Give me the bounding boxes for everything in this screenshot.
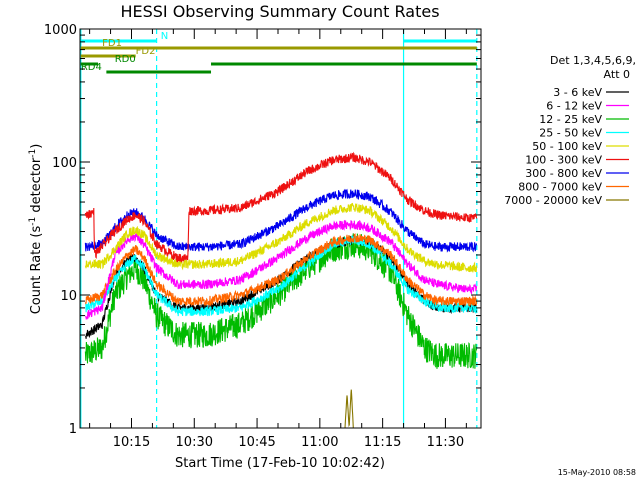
series-group — [84, 151, 478, 428]
legend-header-1: Det 1,3,4,5,6,9, — [550, 54, 636, 67]
y-axis-title-sup2: -1 — [28, 149, 38, 158]
state-bar-label-n: N — [161, 31, 168, 42]
footer-timestamp: 15-May-2010 08:58 — [558, 468, 636, 477]
y-tick-label: 100 — [52, 156, 77, 171]
series-line-7 — [84, 232, 478, 308]
series-line-5 — [84, 151, 478, 263]
series-line-6 — [84, 188, 478, 253]
state-bar-label-rd0: RD0 — [115, 54, 136, 65]
state-bar-label-fd2: FD2 — [136, 46, 156, 57]
legend-label-3: 25 - 50 keV — [539, 127, 602, 140]
axes: 1 10 100 1000 10:15 10:30 10:45 11:00 11:15 11:30 — [44, 23, 482, 450]
series-line-8 — [85, 389, 477, 428]
legend-label-0: 3 - 6 keV — [553, 86, 602, 99]
series-line-4 — [84, 202, 478, 273]
state-bar-label-fd1: FD1 — [102, 38, 122, 49]
legend-header-2: Att 0 — [604, 68, 630, 81]
chart-title: HESSI Observing Summary Count Rates — [120, 2, 439, 21]
y-axis-title-end: ) — [29, 144, 44, 149]
legend-label-1: 6 - 12 keV — [546, 100, 602, 113]
legend-label-8: 7000 - 20000 keV — [504, 194, 602, 207]
x-tick-label: 11:00 — [301, 435, 338, 450]
series-line-2 — [84, 233, 478, 369]
y-axis-title-main: Count Rate (s — [29, 226, 44, 315]
y-axis-title-mid: detector — [29, 157, 44, 217]
legend-label-7: 800 - 7000 keV — [518, 181, 602, 194]
y-tick-label: 1000 — [44, 23, 77, 38]
y-axis-title: Count Rate (s-1 detector-1) — [28, 144, 44, 315]
legend-label-4: 50 - 100 keV — [532, 140, 602, 153]
x-tick-label: 10:45 — [238, 435, 275, 450]
legend-label-5: 100 - 300 keV — [525, 154, 602, 167]
x-tick-label: 10:30 — [176, 435, 213, 450]
legend-label-2: 12 - 25 keV — [539, 113, 602, 126]
x-tick-label: 10:15 — [113, 435, 150, 450]
state-bar-label-rd4: RD4 — [81, 62, 102, 73]
x-tick-label: 11:15 — [364, 435, 401, 450]
x-axis-title: Start Time (17-Feb-10 10:02:42) — [175, 456, 385, 471]
series-line-3 — [85, 235, 478, 317]
legend-label-6: 300 - 800 keV — [525, 167, 602, 180]
x-tick-label: 11:30 — [427, 435, 464, 450]
series-line-1 — [84, 219, 478, 321]
plot-frame — [79, 28, 482, 429]
y-tick-label: 10 — [60, 289, 77, 304]
y-tick-label: 1 — [69, 422, 77, 437]
y-axis-title-sup1: -1 — [28, 217, 38, 226]
